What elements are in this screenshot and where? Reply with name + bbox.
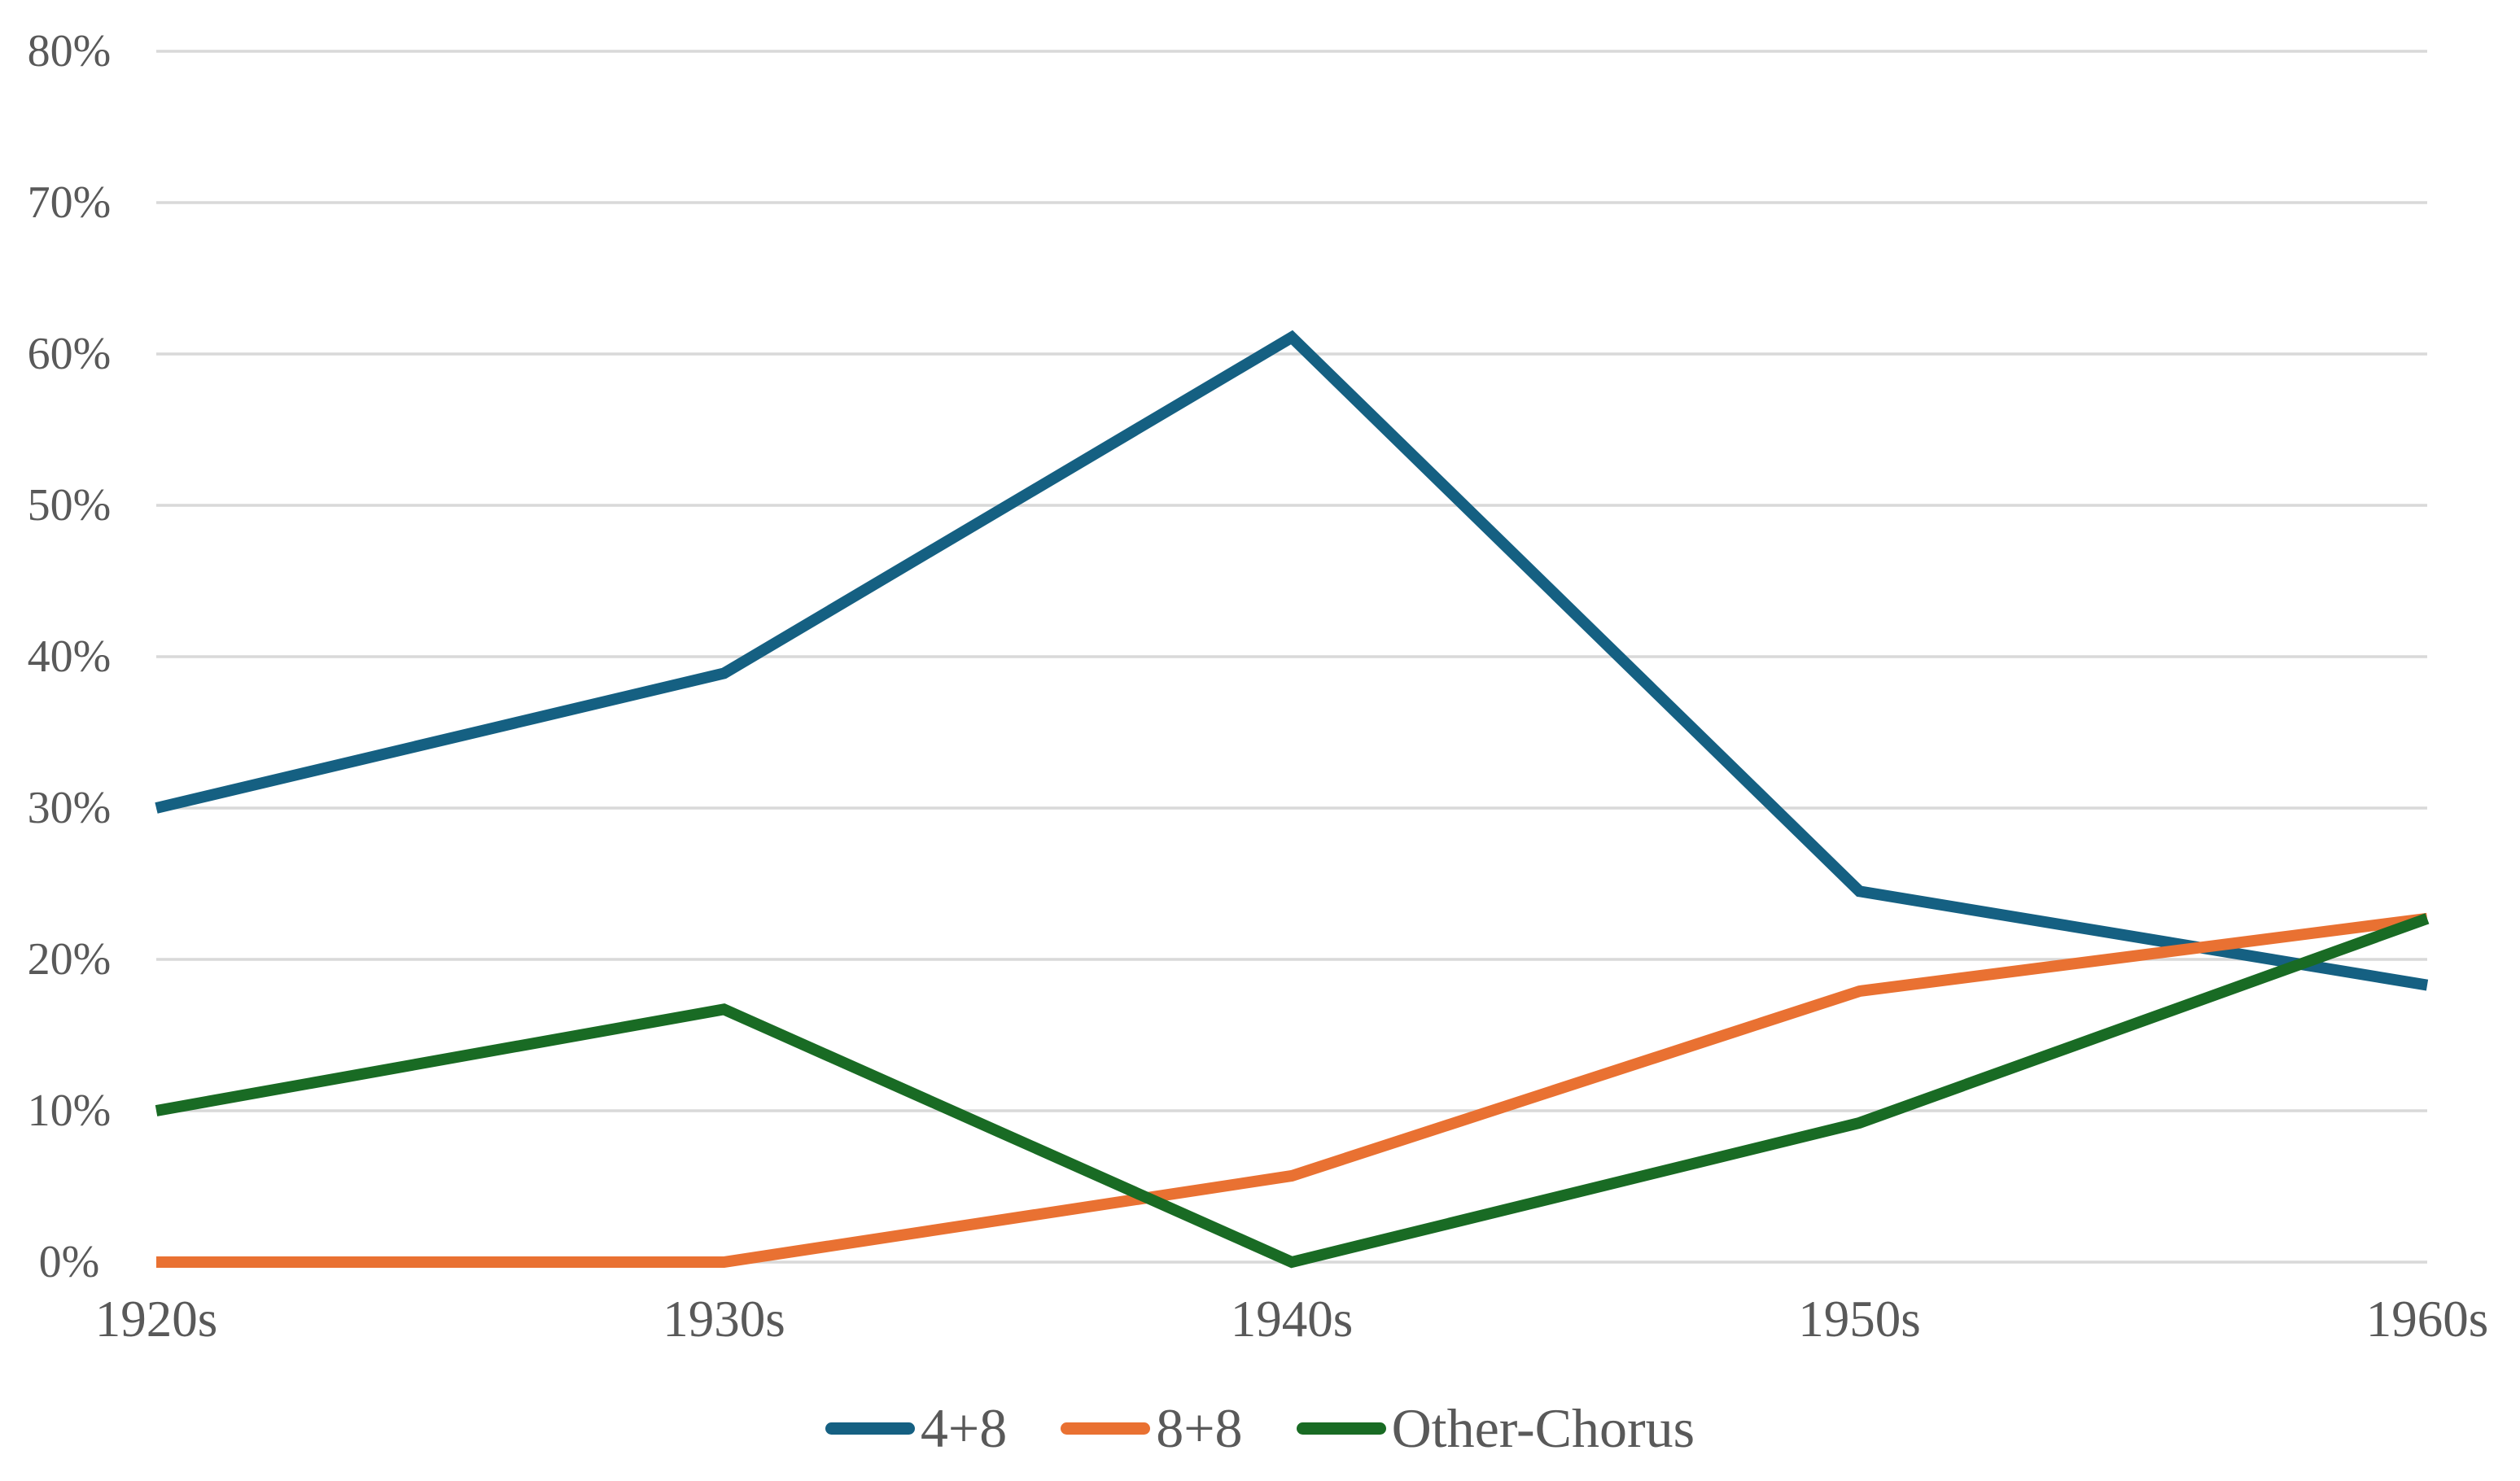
- legend-swatch-8plus8: [1061, 1422, 1151, 1435]
- legend-swatch-other-chorus: [1296, 1422, 1386, 1435]
- chart-legend: 4+8 8+8 Other-Chorus: [0, 1387, 2520, 1469]
- x-axis-tick-label: 1940s: [1231, 1291, 1354, 1348]
- y-axis-tick-label: 50%: [28, 480, 112, 531]
- y-axis-tick-label: 60%: [28, 329, 112, 379]
- x-axis-tick-label: 1960s: [2366, 1291, 2489, 1348]
- y-axis-tick-label: 70%: [28, 177, 112, 228]
- legend-label-4plus8: 4+8: [920, 1397, 1008, 1459]
- x-axis-tick-label: 1950s: [1798, 1291, 1921, 1348]
- x-axis-tick-label: 1930s: [663, 1291, 785, 1348]
- legend-item-8plus8: 8+8: [1061, 1397, 1243, 1459]
- series-line-1: [156, 912, 2428, 1268]
- series-line-0: [155, 330, 2429, 991]
- legend-item-4plus8: 4+8: [825, 1400, 1007, 1456]
- y-axis-tick-label: 0%: [39, 1237, 100, 1287]
- y-axis-tick-label: 80%: [28, 26, 112, 76]
- y-axis-tick-label: 30%: [28, 783, 112, 833]
- legend-item-other-chorus: Other-Chorus: [1296, 1397, 1695, 1459]
- series-line-2: [155, 913, 2430, 1269]
- y-axis-tick-label: 40%: [28, 631, 112, 682]
- legend-label-other-chorus: Other-Chorus: [1391, 1397, 1695, 1459]
- legend-swatch-4plus8: [825, 1422, 915, 1435]
- legend-label-8plus8: 8+8: [1156, 1397, 1243, 1459]
- x-axis-tick-label: 1920s: [95, 1291, 218, 1348]
- y-axis-tick-label: 20%: [28, 934, 112, 985]
- y-axis-tick-label: 10%: [28, 1086, 112, 1136]
